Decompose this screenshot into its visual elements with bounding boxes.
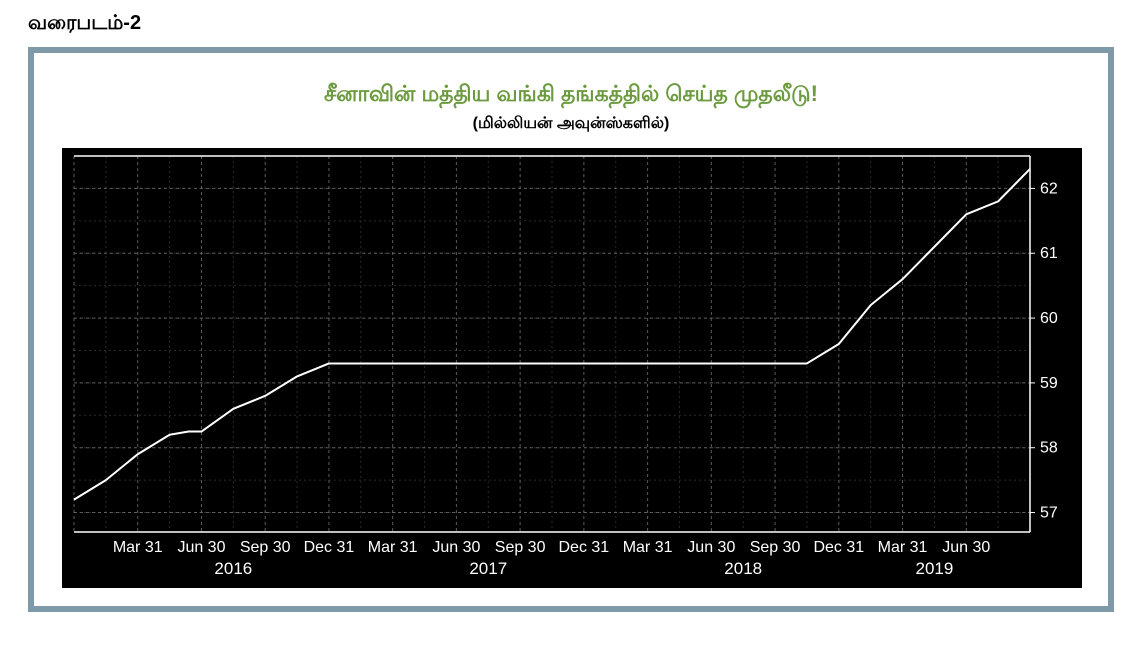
svg-text:Dec 31: Dec 31 xyxy=(813,539,864,556)
chart-plot: 57 58 59 60 61 62 Mar 31 Jun 30 Sep 30 Dec 31 Mar … xyxy=(62,148,1080,588)
svg-text:2018: 2018 xyxy=(724,559,762,578)
svg-text:58: 58 xyxy=(1040,440,1058,457)
svg-text:60: 60 xyxy=(1040,310,1058,327)
svg-text:2019: 2019 xyxy=(915,559,953,578)
chart-frame: சீனாவின் மத்திய வங்கி தங்கத்தில் செய்த ம… xyxy=(28,47,1114,612)
svg-text:Mar 31: Mar 31 xyxy=(368,539,418,556)
figure-label: வரைபடம்-2 xyxy=(28,12,1114,37)
svg-text:Jun 30: Jun 30 xyxy=(177,539,225,556)
svg-text:Sep 30: Sep 30 xyxy=(750,539,801,556)
chart-title: சீனாவின் மத்திய வங்கி தங்கத்தில் செய்த ம… xyxy=(62,81,1080,110)
svg-text:62: 62 xyxy=(1040,180,1058,197)
svg-text:2016: 2016 xyxy=(214,559,252,578)
line-chart-svg: 57 58 59 60 61 62 Mar 31 Jun 30 Sep 30 Dec 31 Mar … xyxy=(62,148,1082,588)
svg-text:Dec 31: Dec 31 xyxy=(559,539,610,556)
svg-text:Sep 30: Sep 30 xyxy=(240,539,291,556)
svg-text:Sep 30: Sep 30 xyxy=(495,539,546,556)
svg-text:57: 57 xyxy=(1040,505,1058,522)
svg-text:Mar 31: Mar 31 xyxy=(623,539,673,556)
svg-text:Jun 30: Jun 30 xyxy=(687,539,735,556)
svg-text:Jun 30: Jun 30 xyxy=(942,539,990,556)
chart-subtitle: (மில்லியன் அவுன்ஸ்களில்) xyxy=(62,114,1080,134)
svg-text:61: 61 xyxy=(1040,245,1058,262)
svg-text:Dec 31: Dec 31 xyxy=(304,539,355,556)
svg-text:59: 59 xyxy=(1040,375,1058,392)
svg-text:Mar 31: Mar 31 xyxy=(878,539,928,556)
svg-text:2017: 2017 xyxy=(469,559,507,578)
svg-text:Jun 30: Jun 30 xyxy=(432,539,480,556)
svg-text:Mar 31: Mar 31 xyxy=(113,539,163,556)
